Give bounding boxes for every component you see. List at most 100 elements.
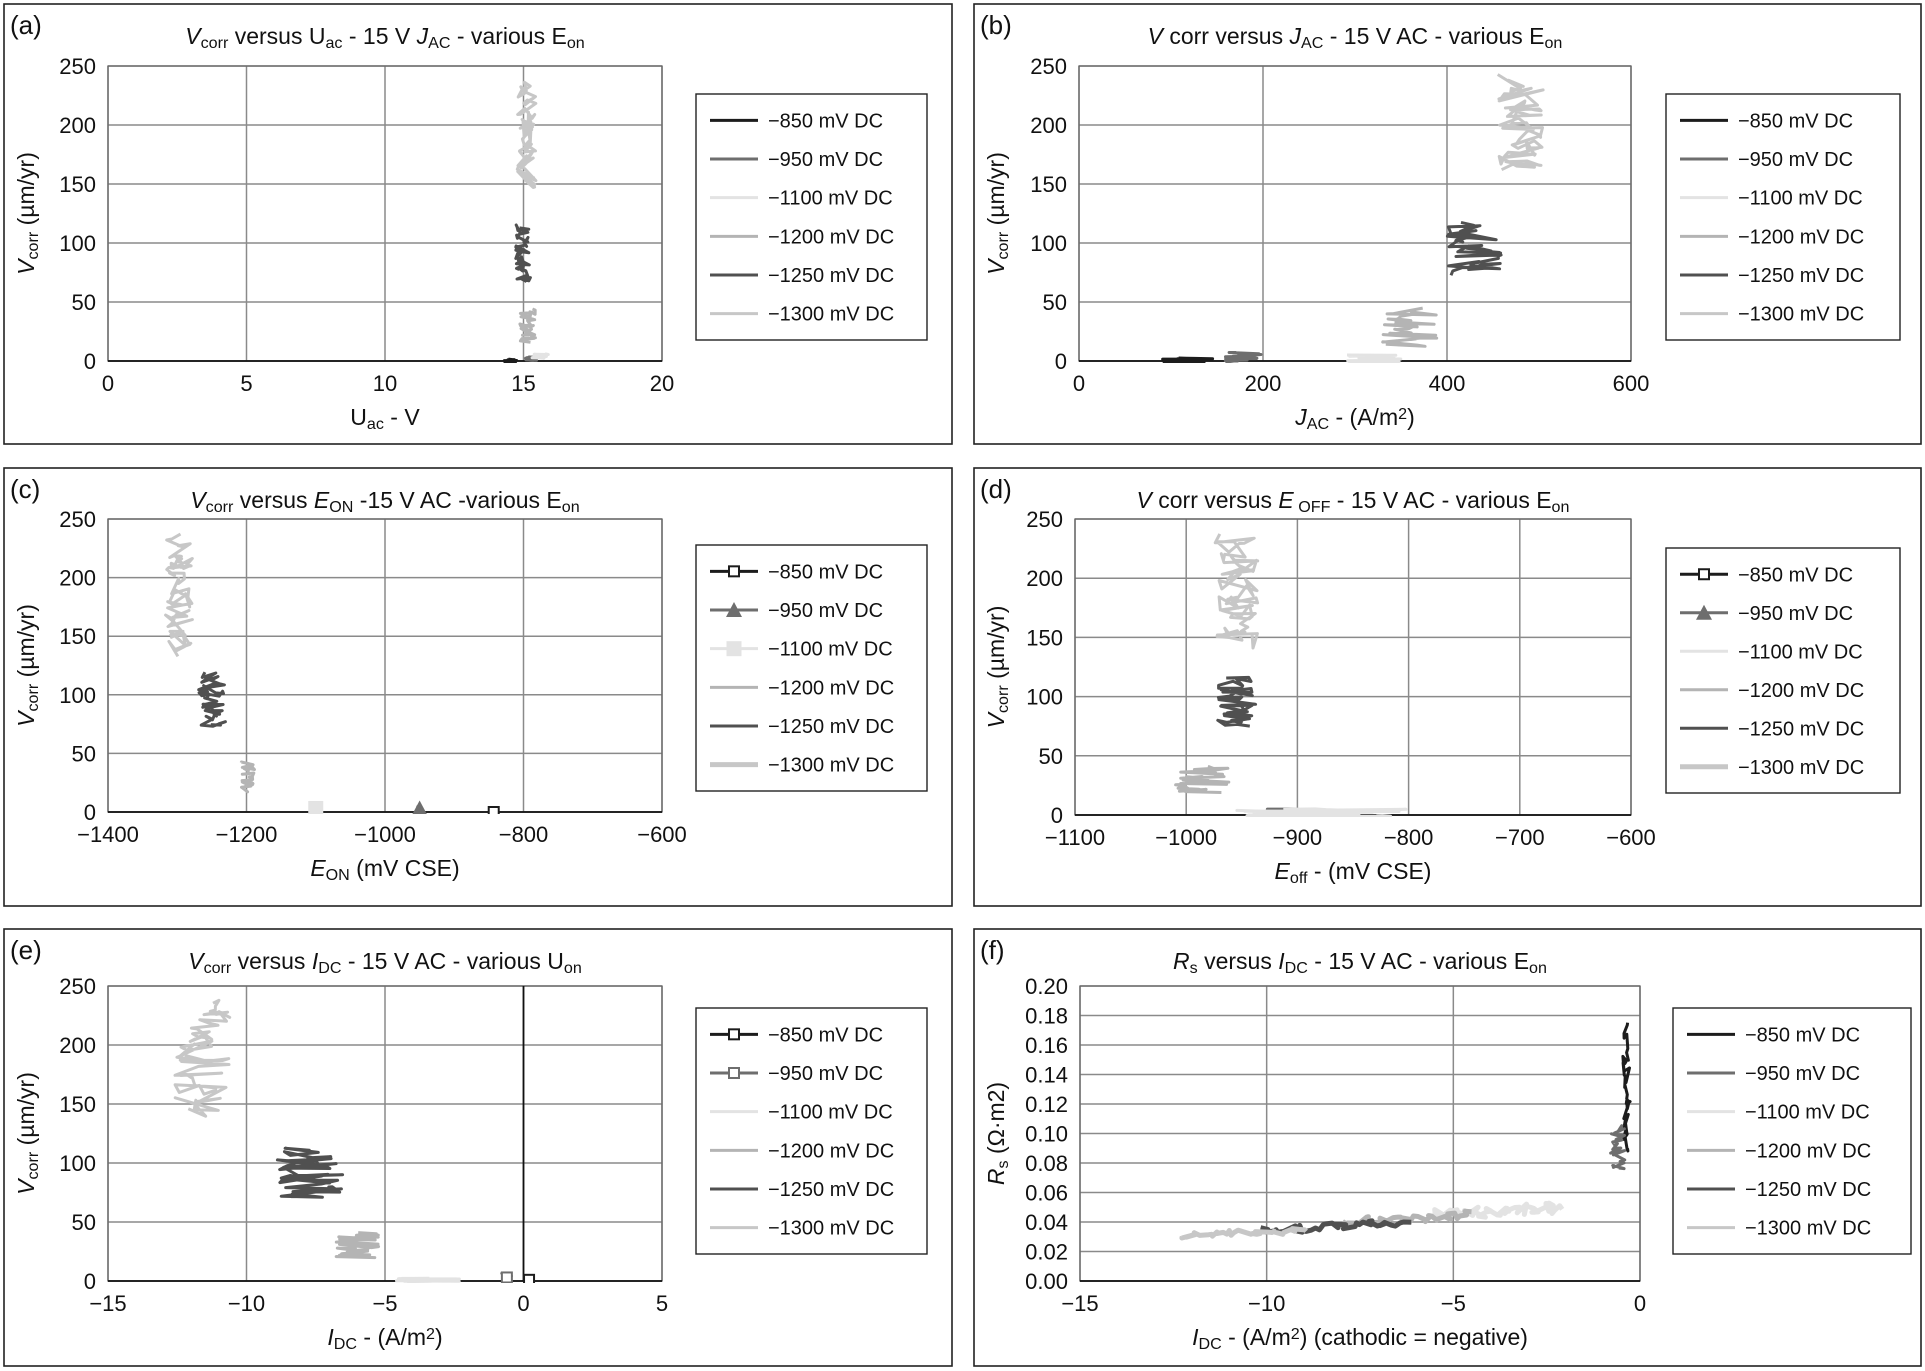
legend: −850 mV DC −950 mV DC −1100 mV DC −1200 mV … bbox=[1672, 1007, 1912, 1255]
chart-title-part: ON bbox=[329, 498, 353, 516]
y-tick-label: 50 bbox=[72, 741, 96, 766]
panel-d: (d) V corr versus E OFF - 15 V AC - vario… bbox=[973, 467, 1922, 907]
chart-title-part: -15 V AC -various E bbox=[353, 487, 561, 513]
chart-title-part: I bbox=[312, 948, 319, 974]
series-layer bbox=[1174, 533, 1408, 817]
series-line bbox=[502, 357, 519, 363]
chart-title-part: versus bbox=[233, 487, 314, 513]
chart-title: Rs versus IDC - 15 V AC - various Eon bbox=[1173, 948, 1547, 977]
legend-label: −1100 mV DC bbox=[768, 639, 893, 661]
y-tick-label: 100 bbox=[1026, 685, 1063, 710]
legend: −850 mV DC −950 mV DC −1100 mV DC −1200 mV … bbox=[1665, 93, 1901, 341]
x-tick-label: −700 bbox=[1495, 825, 1545, 850]
x-tick-label: −5 bbox=[1441, 1291, 1466, 1316]
series-line bbox=[1609, 1124, 1627, 1171]
x-tick-label: −15 bbox=[1061, 1291, 1098, 1316]
series-layer bbox=[502, 80, 550, 363]
panel-letter: (f) bbox=[980, 935, 1005, 965]
y-tick-label: 50 bbox=[72, 290, 96, 315]
legend: −850 mV DC −950 mV DC −1100 mV DC −1200 mV … bbox=[695, 93, 928, 341]
series-layer bbox=[1179, 1022, 1632, 1241]
x-tick-label: −10 bbox=[228, 1291, 265, 1316]
y-tick-label: 0.18 bbox=[1025, 1004, 1068, 1029]
legend-box bbox=[1665, 93, 1901, 341]
panel-f: (f) Rs versus IDC - 15 V AC - various Eon… bbox=[973, 928, 1922, 1367]
y-axis-label-part: (µm/yr) bbox=[983, 606, 1009, 686]
series-line bbox=[1216, 675, 1258, 728]
chart-title: Vcorr versus IDC - 15 V AC - various Uon bbox=[188, 948, 582, 977]
y-tick-label: 150 bbox=[1026, 625, 1063, 650]
x-tick-label: 10 bbox=[373, 371, 397, 396]
y-tick-label: 0.10 bbox=[1025, 1122, 1068, 1147]
legend-marker bbox=[728, 1067, 740, 1079]
y-tick-label: 250 bbox=[1030, 54, 1067, 79]
chart-title-part: on bbox=[567, 34, 585, 52]
legend-marker bbox=[726, 602, 742, 617]
chart-title-part: - 15 V AC - various E bbox=[1323, 23, 1544, 49]
legend-label: −1200 mV DC bbox=[1738, 226, 1864, 248]
chart-title-part: - 15 V AC - various E bbox=[1308, 948, 1529, 974]
chart-title-part: - 15 V AC - various E bbox=[1330, 487, 1551, 513]
series-line bbox=[395, 1276, 461, 1283]
x-axis-label-part: AC bbox=[1307, 415, 1330, 433]
series-layer bbox=[164, 532, 500, 814]
y-tick-label: 150 bbox=[59, 172, 96, 197]
legend-box bbox=[695, 544, 928, 792]
y-tick-label: 0.20 bbox=[1025, 974, 1068, 999]
panel-border bbox=[3, 3, 953, 445]
y-tick-label: 250 bbox=[59, 974, 96, 999]
legend: −850 mV DC −950 mV DC −1100 mV DC −1200 mV … bbox=[1665, 547, 1901, 794]
panel-letter: (b) bbox=[980, 10, 1012, 40]
x-axis-label-part: - (mV CSE) bbox=[1308, 858, 1432, 884]
legend-label: −1300 mV DC bbox=[768, 755, 894, 777]
x-tick-label: −1000 bbox=[354, 822, 416, 847]
legend-label: −1200 mV DC bbox=[1745, 1140, 1871, 1162]
series-line bbox=[1223, 351, 1263, 363]
chart-title-part: J bbox=[416, 23, 429, 49]
y-axis-label-part: R bbox=[983, 1168, 1009, 1185]
x-axis-label: EON (mV CSE) bbox=[310, 855, 459, 884]
chart-title-part: on bbox=[564, 959, 582, 977]
x-axis-label-part: 2 bbox=[1291, 1325, 1300, 1343]
legend-label: −850 mV DC bbox=[1738, 564, 1853, 586]
x-axis-label: JAC - (A/m2) bbox=[1294, 404, 1414, 433]
y-axis-label-part: corr bbox=[994, 231, 1012, 259]
chart-title-part: V bbox=[1137, 487, 1155, 513]
x-axis-label: IDC - (A/m2) (cathodic = negative) bbox=[1192, 1324, 1528, 1353]
series-layer bbox=[1161, 73, 1545, 363]
chart-title-part: corr bbox=[206, 498, 234, 516]
y-tick-label: 0 bbox=[84, 1269, 96, 1294]
y-tick-label: 200 bbox=[59, 113, 96, 138]
x-axis-label: IDC - (A/m2) bbox=[327, 1324, 442, 1353]
y-axis-label-part: corr bbox=[24, 231, 42, 259]
x-tick-label: −600 bbox=[1606, 825, 1656, 850]
x-axis-label-part: ) bbox=[435, 1324, 443, 1350]
x-axis-label-part: - (A/m bbox=[1329, 404, 1398, 430]
y-tick-label: 250 bbox=[59, 54, 96, 79]
y-axis-label-part: (µm/yr) bbox=[13, 1072, 39, 1152]
panel-border bbox=[3, 928, 953, 1367]
panel-a: (a) Vcorr versus Uac - 15 V JAC - various… bbox=[3, 3, 953, 445]
legend-marker bbox=[728, 565, 740, 578]
legend-marker bbox=[1698, 568, 1710, 581]
legend-label: −950 mV DC bbox=[1738, 149, 1853, 171]
x-tick-label: −1000 bbox=[1155, 825, 1217, 850]
chart-title-part: corr versus bbox=[1163, 23, 1290, 49]
panel-letter: (e) bbox=[10, 935, 42, 965]
series-line bbox=[1213, 533, 1260, 650]
chart-title-part: AC bbox=[1301, 34, 1324, 52]
x-axis-label-part: 2 bbox=[426, 1325, 435, 1343]
y-tick-label: 50 bbox=[1039, 744, 1063, 769]
x-axis-label-part: 2 bbox=[1398, 405, 1407, 423]
y-axis-label-part: corr bbox=[24, 683, 42, 711]
series-line bbox=[1496, 73, 1545, 172]
legend-box bbox=[1672, 1007, 1912, 1255]
chart-title-part: V bbox=[190, 487, 208, 513]
y-axis-label-part: V bbox=[13, 709, 39, 727]
series-line bbox=[1161, 356, 1215, 363]
y-tick-label: 100 bbox=[59, 683, 96, 708]
series-line bbox=[530, 352, 550, 360]
legend-box bbox=[695, 93, 928, 341]
series-marker bbox=[412, 800, 427, 814]
